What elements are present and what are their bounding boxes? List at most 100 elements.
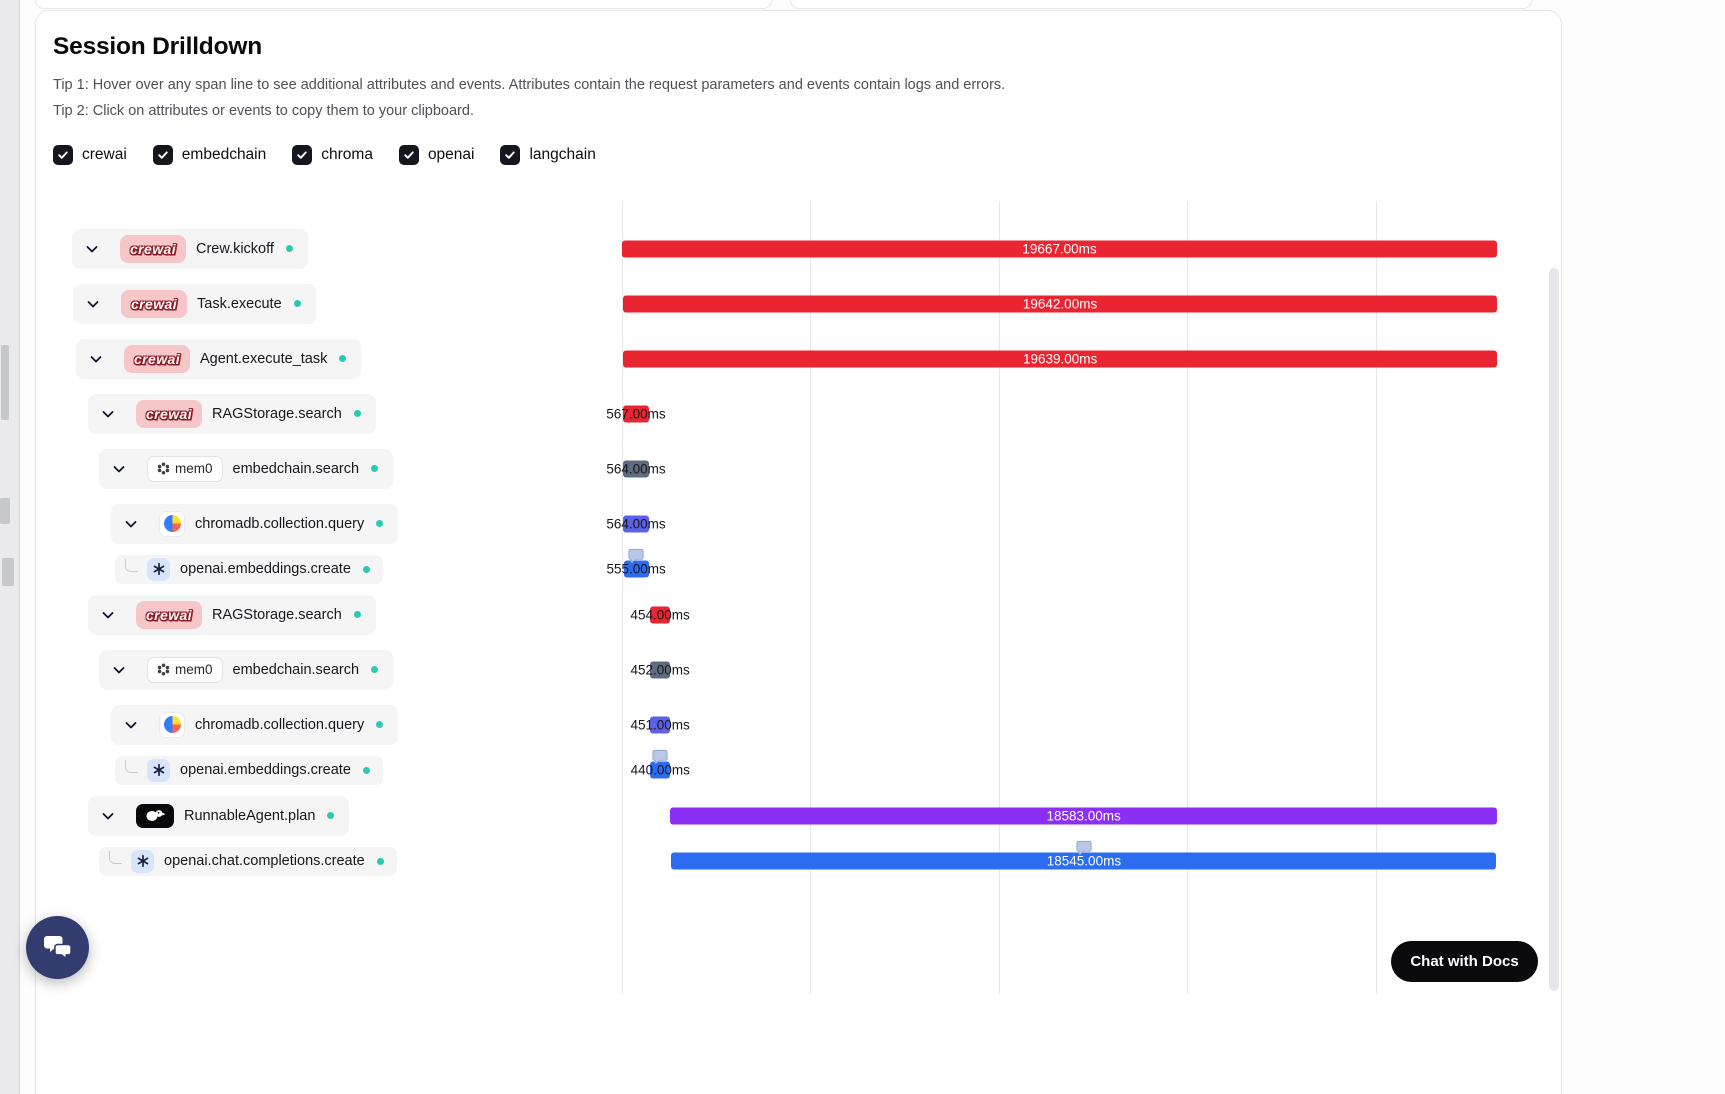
span-label[interactable]: crewai Crew.kickoff (72, 228, 308, 269)
span-name: openai.chat.completions.create (164, 853, 365, 869)
trace-row[interactable]: crewai Agent.execute_task 19639.00ms (37, 331, 1560, 386)
span-label[interactable]: openai.chat.completions.create (99, 846, 397, 876)
trace-row[interactable]: mem0 embedchain.search 564.00ms (37, 441, 1560, 496)
span-label[interactable]: crewai Agent.execute_task (76, 338, 362, 379)
span-timeline: 452.00ms (622, 642, 1560, 697)
checkbox-checked-icon[interactable] (152, 145, 173, 165)
top-partial-card-right (790, 0, 1532, 9)
trace-row[interactable]: mem0 embedchain.search 452.00ms (37, 642, 1560, 697)
timeline-gridline (622, 201, 623, 994)
chat-widget-button[interactable] (26, 916, 89, 979)
trace-row[interactable]: chromadb.collection.query 451.00ms (37, 697, 1560, 752)
trace-row[interactable]: chromadb.collection.query 564.00ms (37, 496, 1560, 551)
span-bar[interactable] (623, 405, 649, 422)
span-timeline: 19639.00ms (622, 331, 1560, 386)
event-speech-bubble-icon[interactable] (628, 547, 645, 564)
status-dot (371, 465, 379, 472)
filter-item-crewai[interactable]: crewai (53, 145, 127, 165)
span-bar[interactable] (650, 661, 671, 678)
chevron-down-icon[interactable] (123, 516, 139, 532)
filter-label: chroma (321, 146, 373, 163)
span-timeline: 555.00ms (607, 548, 1560, 587)
left-edge-artifact (1, 345, 9, 420)
chevron-down-icon[interactable] (123, 717, 139, 733)
span-duration-label: 451.00ms (630, 717, 690, 732)
crewai-logo: crewai (120, 234, 196, 263)
trace-row[interactable]: openai.embeddings.create 440.00ms (37, 749, 1560, 788)
chevron-down-icon[interactable] (111, 662, 127, 678)
timeline-gridline (999, 201, 1000, 994)
span-name: Agent.execute_task (200, 350, 328, 367)
chevron-down-icon[interactable] (100, 406, 116, 422)
span-label-pane: openai.chat.completions.create (37, 843, 622, 879)
span-bar[interactable] (623, 460, 649, 477)
filter-item-embedchain[interactable]: embedchain (152, 145, 266, 165)
trace-row[interactable]: crewai Task.execute 19642.00ms (37, 276, 1560, 331)
checkbox-checked-icon[interactable] (292, 145, 313, 165)
span-label[interactable]: chromadb.collection.query (111, 503, 399, 544)
openai-logo (131, 849, 164, 873)
span-bar[interactable] (623, 515, 649, 532)
span-label[interactable]: mem0 embedchain.search (99, 649, 394, 690)
status-dot (376, 857, 384, 865)
span-label[interactable]: crewai Task.execute (73, 283, 316, 324)
filter-item-openai[interactable]: openai (398, 145, 474, 165)
filter-label: crewai (82, 146, 127, 163)
span-bar[interactable] (670, 807, 1497, 824)
span-duration-label: 18583.00ms (1046, 808, 1121, 823)
span-bar[interactable] (650, 761, 671, 779)
status-dot (327, 812, 335, 819)
checkbox-checked-icon[interactable] (53, 145, 73, 165)
trace-scrollbar-thumb[interactable] (1549, 268, 1559, 991)
timeline-gridline (1376, 201, 1377, 994)
chevron-down-icon[interactable] (88, 351, 104, 367)
span-name: embedchain.search (232, 460, 360, 477)
chevron-down-icon[interactable] (85, 296, 101, 312)
span-bar[interactable] (623, 560, 649, 578)
chevron-down-icon[interactable] (111, 461, 127, 477)
span-label[interactable]: crewai RAGStorage.search (88, 393, 376, 434)
span-label[interactable]: RunnableAgent.plan (88, 795, 350, 836)
span-duration-label: 19642.00ms (1022, 296, 1098, 311)
filter-item-langchain[interactable]: langchain (500, 145, 596, 165)
span-bar[interactable] (622, 240, 1497, 257)
span-name: chromadb.collection.query (195, 716, 365, 733)
chat-with-docs-button[interactable]: Chat with Docs (1391, 941, 1538, 982)
trace-row[interactable]: crewai RAGStorage.search 567.00ms (37, 386, 1560, 441)
event-speech-bubble-icon[interactable] (652, 748, 669, 765)
span-label-pane: crewai Agent.execute_task (37, 331, 622, 386)
span-timeline: 451.00ms (622, 697, 1560, 752)
span-bar[interactable] (671, 852, 1497, 870)
trace-row[interactable]: openai.embeddings.create 555.00ms (37, 548, 1560, 587)
span-label[interactable]: chromadb.collection.query (111, 704, 399, 745)
span-duration-label: 19639.00ms (1022, 351, 1098, 366)
openai-logo (147, 557, 180, 581)
span-bar[interactable] (650, 716, 671, 733)
span-label[interactable]: openai.embeddings.create (115, 554, 383, 584)
span-bar[interactable] (623, 350, 1497, 367)
filter-item-chroma[interactable]: chroma (292, 145, 373, 165)
status-dot (293, 300, 301, 307)
trace-row[interactable]: crewai Crew.kickoff 19667.00ms (37, 221, 1560, 276)
span-name: Crew.kickoff (196, 240, 274, 257)
span-label[interactable]: crewai RAGStorage.search (88, 594, 376, 635)
span-label[interactable]: mem0 embedchain.search (99, 448, 394, 489)
timeline-gridline (810, 201, 811, 994)
chevron-down-icon[interactable] (100, 808, 116, 824)
chevron-down-icon[interactable] (100, 607, 116, 623)
trace-row[interactable]: RunnableAgent.plan 18583.00ms (37, 788, 1560, 843)
span-name: RunnableAgent.plan (184, 807, 316, 824)
checkbox-checked-icon[interactable] (500, 145, 521, 165)
span-bar[interactable] (623, 295, 1497, 312)
event-speech-bubble-icon[interactable] (1075, 839, 1092, 856)
trace-row[interactable]: crewai RAGStorage.search 454.00ms (37, 587, 1560, 642)
span-label[interactable]: openai.embeddings.create (115, 755, 383, 785)
chevron-down-icon[interactable] (84, 241, 100, 257)
trace-row[interactable]: openai.chat.completions.create 18545.00m… (37, 840, 1560, 879)
status-dot (376, 721, 384, 728)
span-bar[interactable] (649, 606, 671, 623)
span-name: Task.execute (197, 295, 282, 312)
checkbox-checked-icon[interactable] (398, 145, 419, 165)
span-duration-label: 567.00ms (606, 406, 666, 421)
span-label-pane: chromadb.collection.query (37, 496, 622, 551)
